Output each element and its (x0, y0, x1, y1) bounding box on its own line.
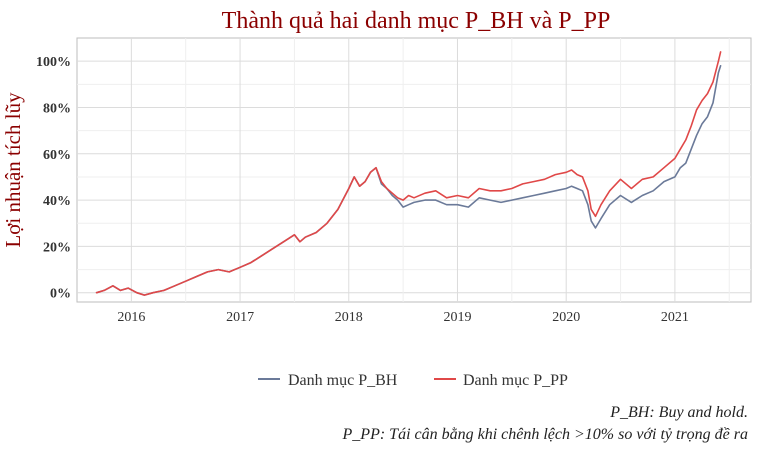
series-lines (95, 51, 722, 296)
legend: Danh mục P_BH Danh mục P_PP (258, 372, 568, 389)
y-tick-label: 100% (36, 55, 71, 70)
x-tick-label: 2018 (335, 310, 363, 325)
legend-label-p-pp: Danh mục P_PP (463, 372, 568, 389)
y-tick-label: 80% (43, 101, 71, 116)
note-p-pp: P_PP: Tái cân bằng khi chênh lệch >10% s… (342, 426, 748, 443)
note-p-bh: P_BH: Buy and hold. (609, 404, 748, 421)
x-tick-label: 2021 (661, 310, 689, 325)
legend-label-p-bh: Danh mục P_BH (288, 372, 398, 389)
x-axis-ticks: 2016 2017 2018 2019 2020 2021 (117, 310, 689, 325)
plot-panel (76, 37, 752, 303)
y-tick-label: 0% (50, 287, 71, 302)
x-tick-label: 2016 (117, 310, 145, 325)
x-tick-label: 2020 (552, 310, 580, 325)
y-tick-label: 60% (43, 148, 71, 163)
x-tick-label: 2019 (443, 310, 471, 325)
series-line-p-pp (95, 51, 722, 296)
y-axis-label: Lợi nhuận tích lũy (1, 92, 25, 248)
plot-area (76, 37, 752, 303)
y-tick-label: 40% (43, 194, 71, 209)
y-axis-ticks: 0% 20% 40% 60% 80% 100% (36, 55, 71, 302)
grid-lines (77, 38, 751, 302)
chart-title: Thành quả hai danh mục P_BH và P_PP (222, 8, 611, 34)
x-tick-label: 2017 (226, 310, 254, 325)
y-tick-label: 20% (43, 240, 71, 255)
